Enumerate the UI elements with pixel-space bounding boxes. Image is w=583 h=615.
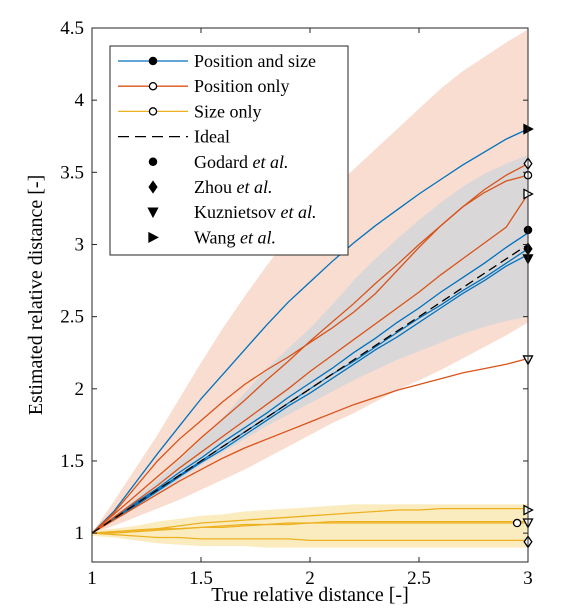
- legend-marker-2: [148, 107, 158, 116]
- y-tick-label: 3.5: [60, 162, 84, 183]
- band-size-only: [92, 504, 528, 548]
- legend-label-2: Size only: [194, 101, 262, 121]
- legend-label-text: Ideal: [194, 127, 230, 147]
- y-tick-label: 2: [75, 379, 85, 400]
- band-position-and-size: [92, 155, 528, 534]
- y-tick-label: 4.5: [60, 18, 84, 39]
- legend-label-text: Position only: [194, 76, 290, 96]
- series-line-size-only-11: [91, 532, 528, 542]
- legend-label-0: Position and size: [194, 51, 316, 71]
- legend-marker-6: [147, 207, 159, 219]
- legend-label-3: Ideal: [194, 127, 230, 147]
- x-tick-label: 1: [87, 568, 97, 589]
- series-lines: [91, 128, 529, 542]
- legend-label-6: Kuznietsov et al.: [194, 202, 316, 222]
- legend-label-5: Zhou et al.: [194, 177, 273, 197]
- series-line-position-and-size-0: [91, 128, 529, 534]
- x-tick-label: 2.5: [407, 568, 431, 589]
- legend-label-suffix: et al.: [232, 177, 273, 197]
- legend-label-1: Position only: [194, 76, 290, 96]
- legend-label-text: Godard: [194, 152, 248, 172]
- legend-marker-5: [148, 180, 158, 194]
- y-tick-label: 1: [75, 523, 85, 544]
- series-line-size-only-8: [91, 507, 528, 534]
- series-line-size-only-10: [92, 522, 528, 534]
- endpoint-marker-open-circle-9: [512, 518, 522, 528]
- series-line-position-and-size-3: [91, 254, 529, 534]
- legend-label-text: Size only: [194, 101, 262, 121]
- axis-tick-labels: 1 1.5 2 2.5 3 1 1.5 2 2.5 3 3.5 4 4.5: [60, 18, 533, 589]
- legend-label-suffix: et al.: [276, 202, 317, 222]
- y-tick-label: 2.5: [60, 307, 84, 328]
- legend-marker-7: [148, 231, 159, 243]
- legend-label-text: Kuznietsov: [194, 202, 276, 222]
- x-tick-label: 3: [523, 568, 533, 589]
- ideal-line: [91, 243, 529, 534]
- series-line-position-and-size-2: [91, 232, 529, 534]
- legend: Position and size Position only Size only I…: [109, 45, 349, 256]
- series-line-position-only-5: [91, 174, 529, 534]
- y-tick-label: 3: [75, 234, 85, 255]
- legend-marker-1: [148, 81, 158, 91]
- legend-label-suffix: et al.: [236, 227, 277, 247]
- legend-label-4: Godard et al.: [194, 152, 288, 172]
- legend-marker-0: [148, 56, 158, 66]
- series-line-position-only-6: [91, 193, 529, 534]
- y-axis-label: Estimated relative distance [-]: [25, 175, 47, 415]
- legend-label-text: Zhou: [194, 177, 232, 197]
- legend-label-7: Wang et al.: [194, 227, 276, 247]
- series-line-position-only-7: [91, 357, 529, 534]
- ideal-line-group: [91, 243, 529, 534]
- y-tick-label: 4: [75, 90, 85, 111]
- x-tick-label: 2: [305, 568, 315, 589]
- legend-marker-4: [148, 157, 158, 167]
- legend-label-text: Wang: [194, 227, 236, 247]
- x-tick-label: 1.5: [189, 568, 213, 589]
- axis-ticks: [91, 27, 529, 562]
- legend-label-text: Position and size: [194, 51, 316, 71]
- legend-box: [109, 45, 349, 256]
- y-tick-label: 1.5: [60, 451, 84, 472]
- legend-label-suffix: et al.: [248, 152, 289, 172]
- x-axis-label: True relative distance [-]: [211, 584, 409, 606]
